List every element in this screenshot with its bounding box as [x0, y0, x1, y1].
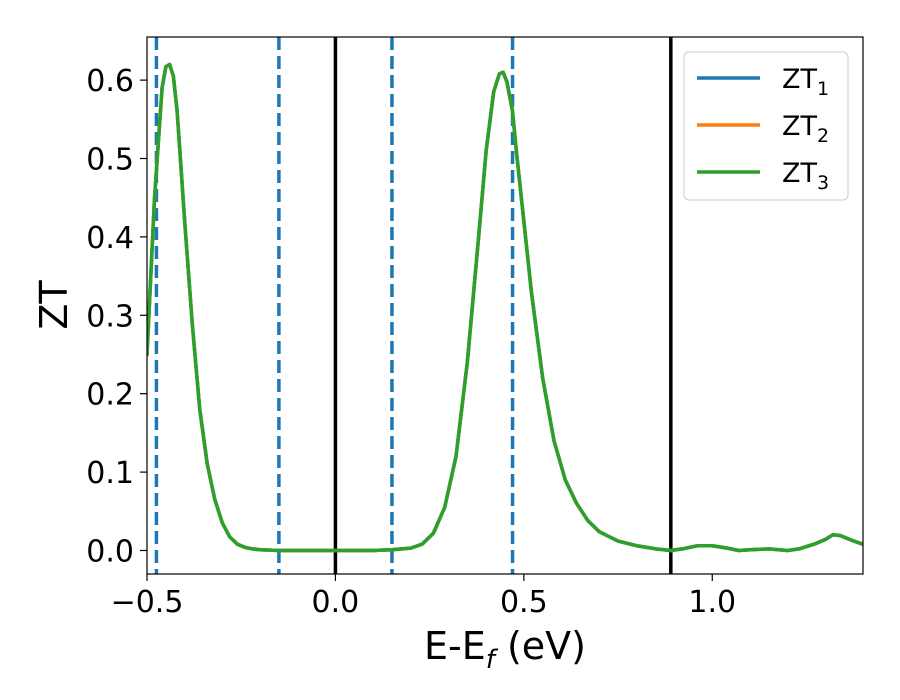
series-line-zt3 [147, 62, 863, 553]
y-tick-label-4: 0.4 [86, 221, 134, 256]
series-lines [147, 62, 863, 553]
y-tick-label-3: 0.3 [86, 299, 134, 334]
y-tick-label-2: 0.2 [86, 378, 134, 413]
x-tick-label-2: 0.5 [500, 585, 548, 620]
y-axis-title: ZT [32, 280, 76, 330]
y-tick-label-6: 0.6 [86, 64, 134, 99]
x-tick-label-0: −0.5 [111, 585, 184, 620]
legend-frame [683, 51, 849, 201]
x-axis-title-unit: (eV) [495, 624, 586, 668]
y-tick-label-1: 0.1 [86, 456, 134, 491]
x-tick-label-3: 1.0 [688, 585, 736, 620]
legend: ZT1 ZT2 ZT3 [683, 51, 849, 201]
legend-label-zt2: ZT2 [782, 111, 829, 147]
y-tick-label-0: 0.0 [86, 534, 134, 569]
legend-label-zt1: ZT1 [782, 64, 829, 100]
x-axis-title-main: E-E [424, 624, 486, 668]
x-axis-ticks: −0.5 0.0 0.5 1.0 [111, 574, 736, 620]
reference-lines [154, 37, 673, 574]
legend-label-zt3: ZT3 [782, 158, 829, 194]
y-axis-ticks: 0.0 0.1 0.2 0.3 0.4 0.5 0.6 [86, 64, 147, 569]
y-tick-label-5: 0.5 [86, 143, 134, 178]
x-tick-label-1: 0.0 [312, 585, 360, 620]
x-axis-title: E-Ef (eV) [424, 624, 586, 675]
plot-frame [146, 36, 864, 575]
